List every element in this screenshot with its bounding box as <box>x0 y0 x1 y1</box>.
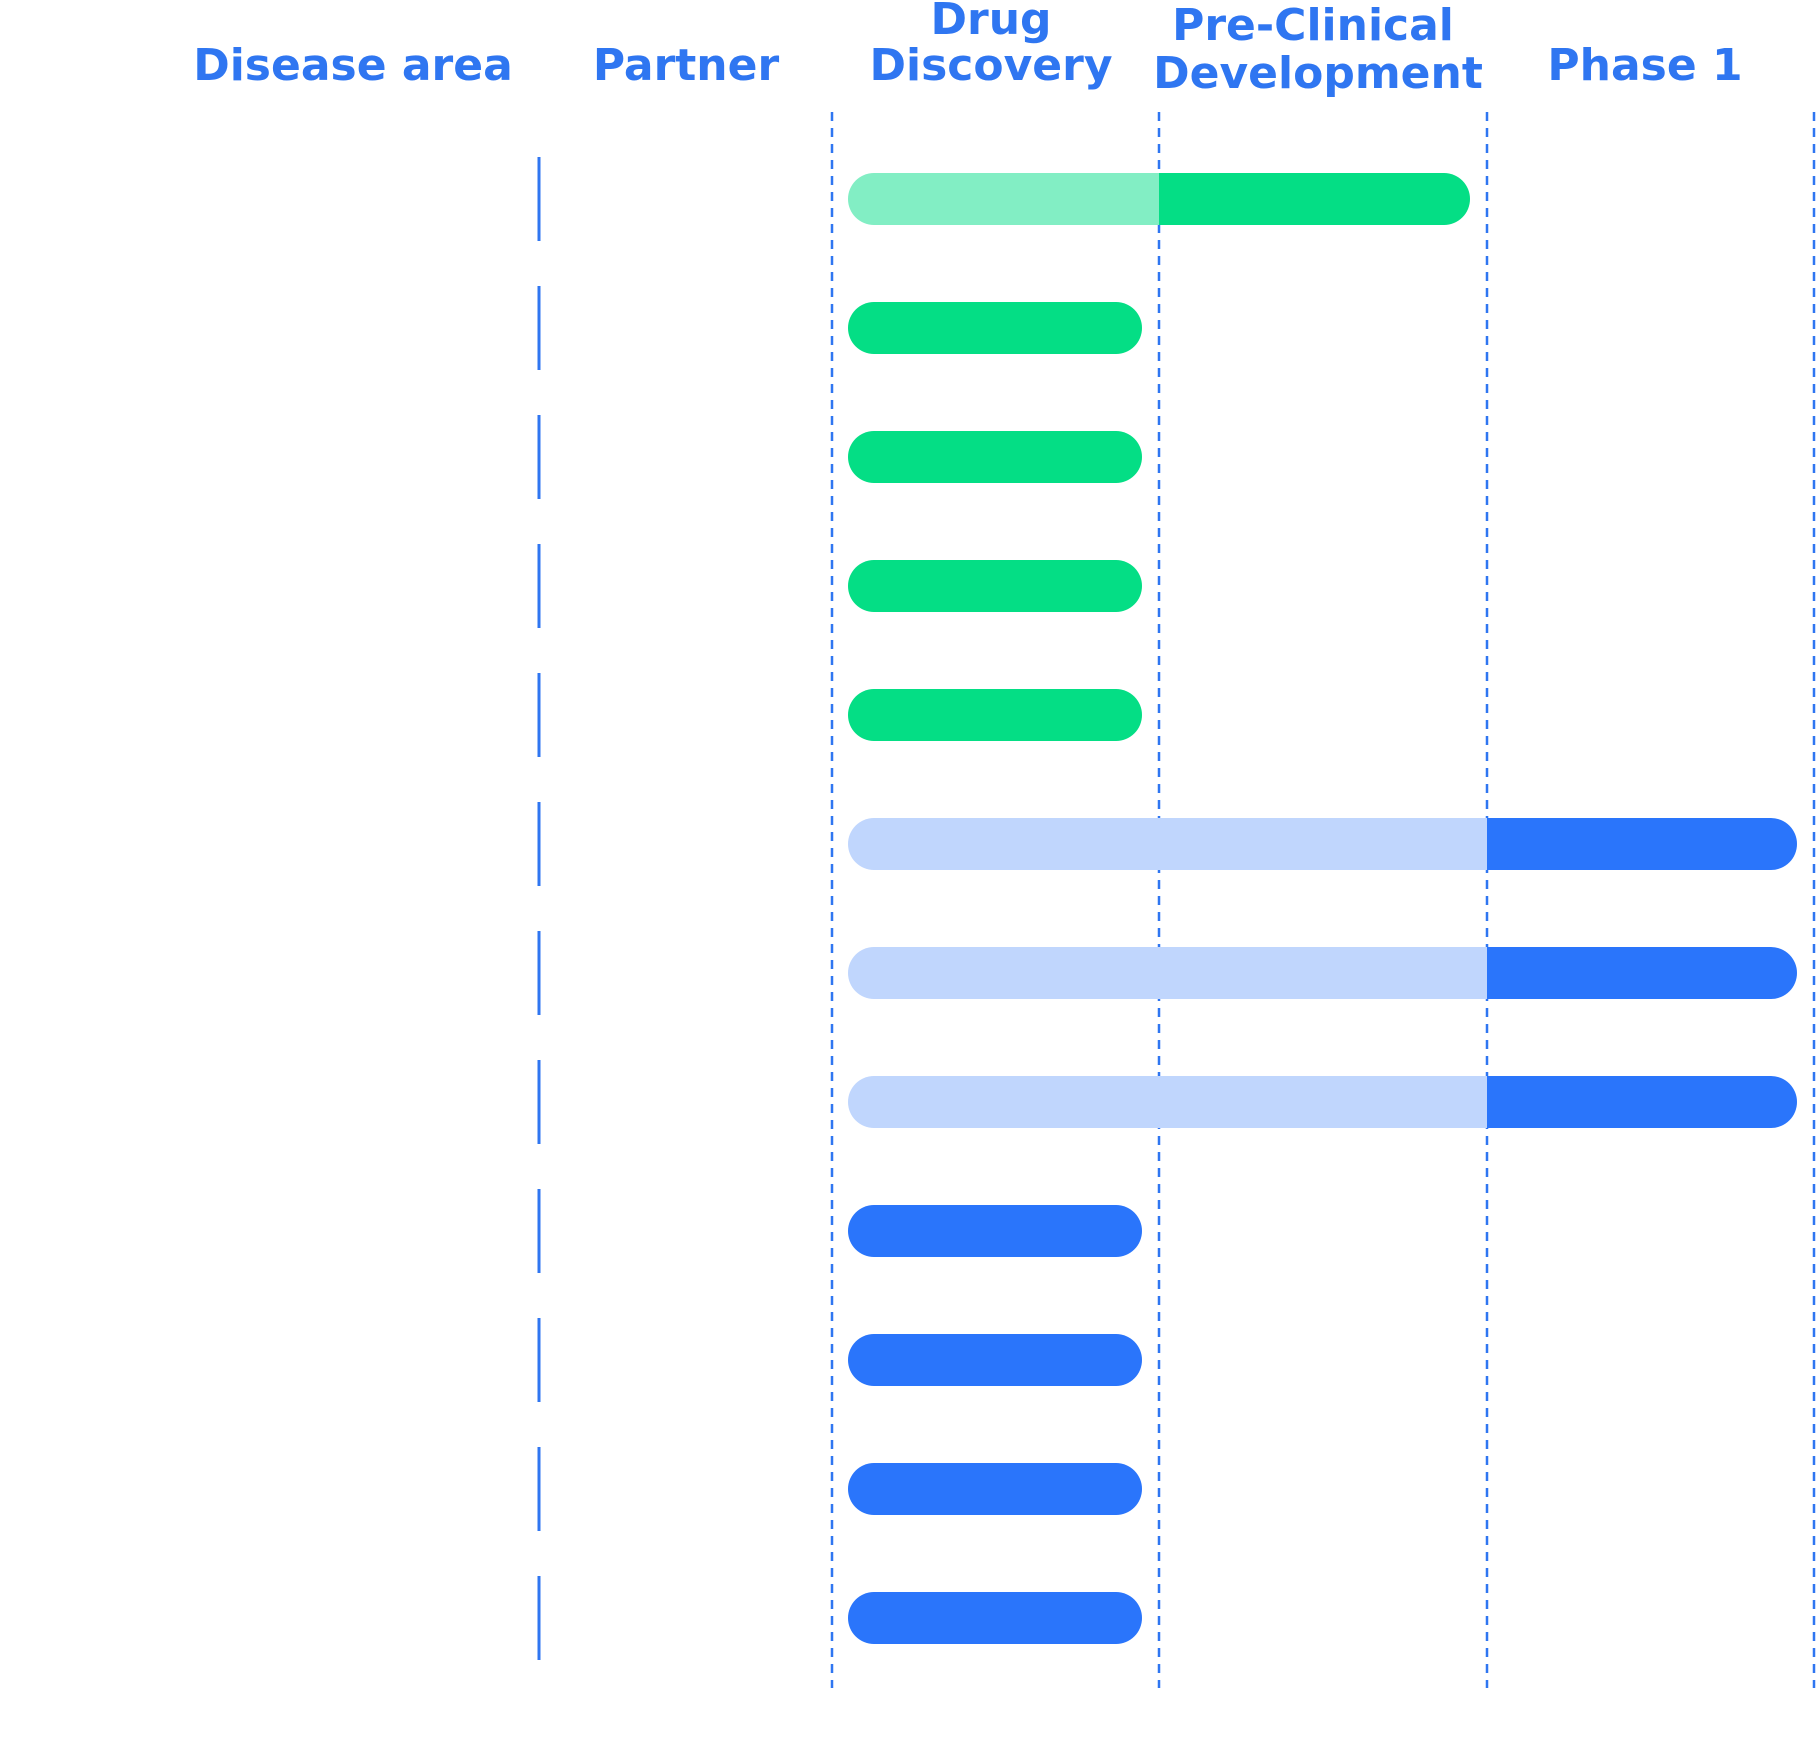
stage-gridlines <box>830 112 1816 1688</box>
pipeline-row-8 <box>848 1076 1797 1128</box>
header-phase-1: Phase 1 <box>1547 40 1742 91</box>
pipeline-row-4 <box>848 560 1142 612</box>
bar-current-stage <box>848 1205 1142 1257</box>
bar-completed-stages <box>848 947 1513 999</box>
pipeline-row-5 <box>848 689 1142 741</box>
progress-bars <box>848 173 1797 1644</box>
bar-current-stage <box>1487 1076 1797 1128</box>
pipeline-row-9 <box>848 1205 1142 1257</box>
pipeline-row-3 <box>848 431 1142 483</box>
pipeline-row-12 <box>848 1592 1142 1644</box>
pipeline-row-7 <box>848 947 1797 999</box>
header-pre-clinical-line2: Development <box>1153 48 1483 99</box>
header-pre-clinical-line1: Pre-Clinical <box>1172 0 1454 51</box>
bar-current-stage <box>1487 818 1797 870</box>
header-partner: Partner <box>593 40 780 91</box>
pipeline-row-1 <box>848 173 1470 225</box>
header-drug-discovery-line2: Discovery <box>869 40 1112 91</box>
header-drug-discovery-line1: Drug <box>930 0 1051 45</box>
bar-current-stage <box>848 1334 1142 1386</box>
pipeline-row-10 <box>848 1334 1142 1386</box>
bar-current-stage <box>848 689 1142 741</box>
bar-completed-stages <box>848 818 1513 870</box>
pipeline-row-6 <box>848 818 1797 870</box>
pipeline-row-2 <box>848 302 1142 354</box>
bar-completed-stages <box>848 1076 1513 1128</box>
bar-current-stage <box>848 1592 1142 1644</box>
bar-current-stage <box>1487 947 1797 999</box>
bar-current-stage <box>848 302 1142 354</box>
bar-completed-stages <box>848 173 1185 225</box>
bar-current-stage <box>848 560 1142 612</box>
pipeline-row-11 <box>848 1463 1142 1515</box>
bar-current-stage <box>1159 173 1470 225</box>
bar-current-stage <box>848 1463 1142 1515</box>
bar-current-stage <box>848 431 1142 483</box>
header-disease-area: Disease area <box>193 40 513 91</box>
